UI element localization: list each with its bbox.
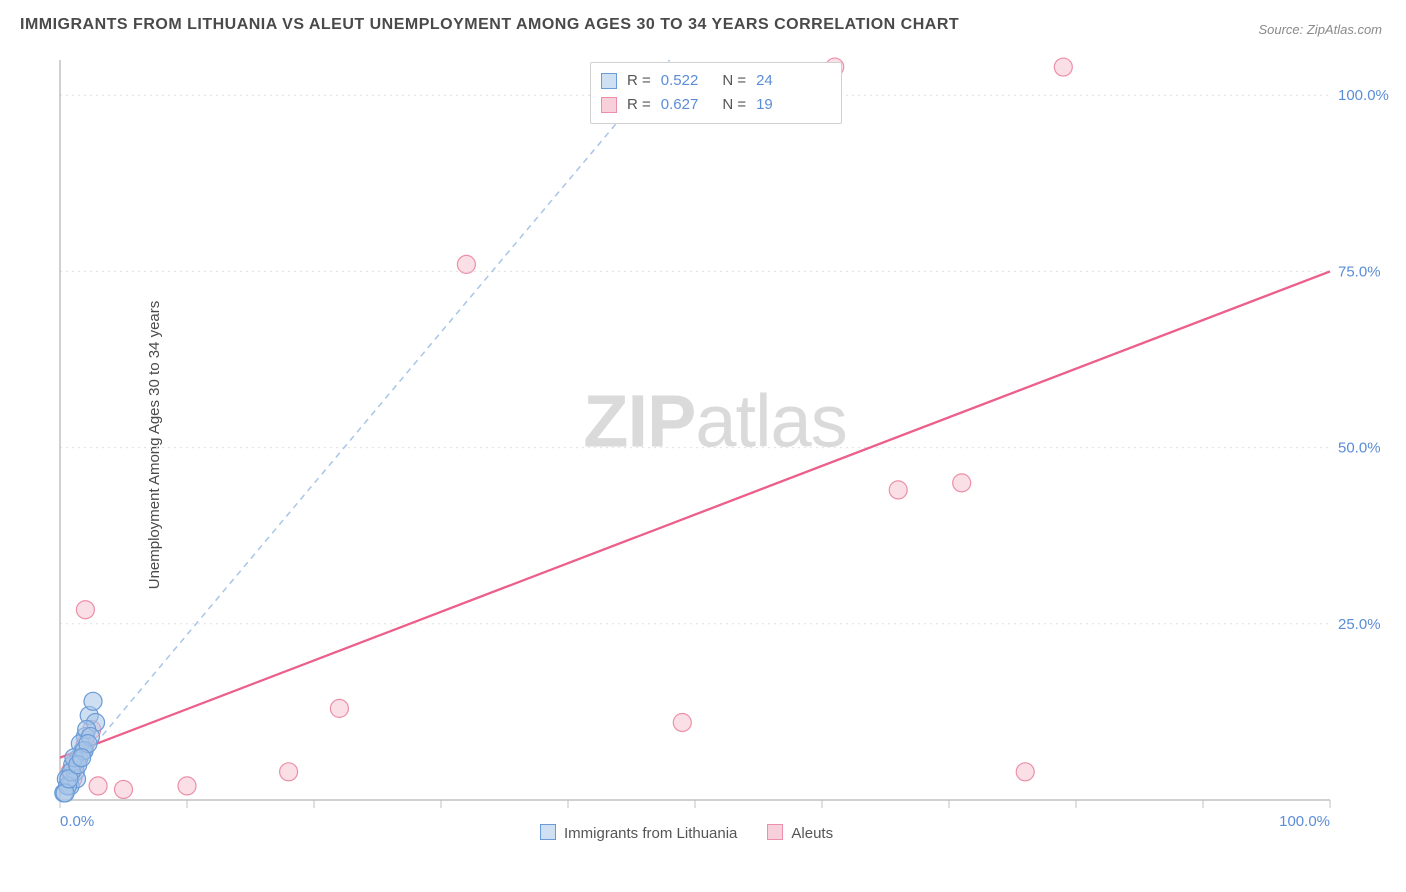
data-point [1016,763,1034,781]
stat-r-label: R = [627,69,651,93]
data-point [76,601,94,619]
data-point [1054,58,1072,76]
chart-title: IMMIGRANTS FROM LITHUANIA VS ALEUT UNEMP… [20,16,959,34]
x-tick-label: 0.0% [60,813,94,830]
data-point [280,763,298,781]
y-tick-label: 50.0% [1338,440,1381,457]
y-tick-label: 100.0% [1338,87,1389,104]
stat-n-label: N = [722,93,746,117]
data-point [457,255,475,273]
scatter-plot-svg: 25.0%50.0%75.0%100.0%0.0%100.0% [50,50,1380,840]
stat-r-value: 0.627 [661,93,699,117]
trend-line [60,60,670,786]
data-point [115,780,133,798]
bottom-legend: Immigrants from Lithuania Aleuts [540,824,833,842]
stats-legend-box: R = 0.522 N = 24 R = 0.627 N = 19 [590,62,842,124]
legend-label: Immigrants from Lithuania [564,825,737,842]
y-tick-label: 25.0% [1338,616,1381,633]
stat-r-value: 0.522 [661,69,699,93]
source-attribution: Source: ZipAtlas.com [1258,22,1382,37]
legend-swatch-icon [601,97,617,113]
legend-label: Aleuts [791,825,833,842]
legend-swatch-icon [601,73,617,89]
legend-item: Aleuts [767,824,833,842]
stats-row: R = 0.627 N = 19 [601,93,831,117]
data-point [889,481,907,499]
stat-n-value: 24 [756,69,773,93]
data-point [178,777,196,795]
data-point [73,749,91,767]
stat-r-label: R = [627,93,651,117]
data-point [673,713,691,731]
y-tick-label: 75.0% [1338,263,1381,280]
legend-item: Immigrants from Lithuania [540,824,737,842]
x-tick-label: 100.0% [1279,813,1330,830]
data-point [330,699,348,717]
legend-swatch-icon [767,824,783,840]
chart-area: Unemployment Among Ages 30 to 34 years Z… [50,50,1380,840]
data-point [89,777,107,795]
stats-row: R = 0.522 N = 24 [601,69,831,93]
trend-line [60,271,1330,757]
stat-n-label: N = [722,69,746,93]
data-point [953,474,971,492]
data-point [84,692,102,710]
legend-swatch-icon [540,824,556,840]
stat-n-value: 19 [756,93,773,117]
